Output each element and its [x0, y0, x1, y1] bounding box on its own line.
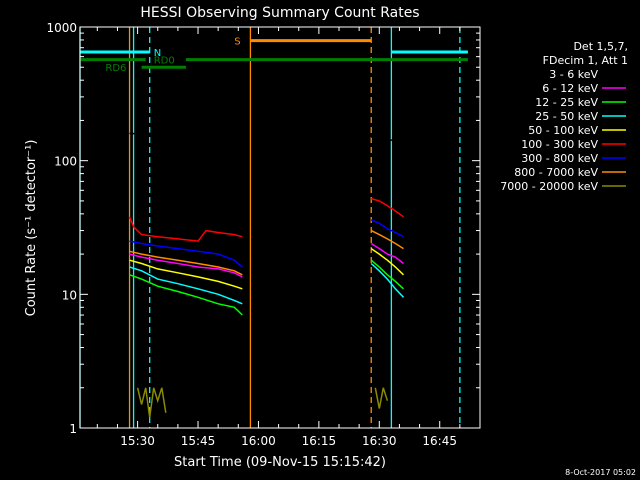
legend-label-3: 25 - 50 keV: [535, 110, 598, 123]
legend-label-2: 12 - 25 keV: [535, 96, 598, 109]
legend-label-6: 300 - 800 keV: [521, 152, 598, 165]
series-line-3-1: [370, 262, 405, 298]
series-line-5-1: [370, 197, 404, 218]
legend-label-5: 100 - 300 keV: [521, 138, 598, 151]
series-line-8-0: [136, 387, 167, 418]
series-line-7-1: [370, 229, 404, 250]
plot-frame: [79, 26, 481, 429]
series-line-1-1: [370, 242, 404, 265]
time-markers: [79, 27, 461, 428]
x-tick-label-5: 16:45: [422, 434, 457, 448]
legend-label-1: 6 - 12 keV: [542, 82, 598, 95]
series-line-8-1: [374, 387, 389, 409]
series-line-5-0: [128, 216, 243, 242]
series-line-0-1: [371, 136, 404, 142]
series-line-6-0: [129, 240, 243, 268]
y-tick-label-0: 1: [69, 422, 77, 436]
legend-header-1: Det 1,5,7,: [573, 40, 628, 53]
x-tick-label-2: 16:00: [241, 434, 276, 448]
x-tick-label-3: 16:15: [302, 434, 337, 448]
y-tick-label-2: 100: [54, 155, 77, 169]
x-tick-label-0: 15:30: [120, 434, 155, 448]
series-line-3-0: [129, 266, 243, 305]
x-tick-label-1: 15:45: [181, 434, 216, 448]
flag-label-n: N: [154, 48, 161, 59]
flag-label-s: S: [234, 37, 240, 48]
y-axis-label: Count Rate (s⁻¹ detector⁻¹): [24, 140, 39, 317]
legend-label-8: 7000 - 20000 keV: [500, 180, 598, 193]
legend-label-7: 800 - 7000 keV: [514, 166, 598, 179]
plot-series: [128, 131, 405, 418]
y-tick-label-1: 10: [62, 288, 77, 302]
series-line-0-0: [129, 131, 243, 135]
legend-header-2: FDecim 1, Att 1: [543, 54, 628, 67]
timestamp: 8-Oct-2017 05:02: [565, 468, 636, 477]
series-line-2-0: [129, 274, 243, 316]
series-line-7-0: [129, 250, 243, 276]
legend-label-4: 50 - 100 keV: [528, 124, 598, 137]
y-tick-label-3: 1000: [46, 21, 77, 35]
x-axis-label: Start Time (09-Nov-15 15:15:42): [174, 455, 386, 470]
chart-title: HESSI Observing Summary Count Rates: [140, 5, 419, 21]
series-line-6-1: [370, 219, 404, 238]
series-line-4-0: [129, 259, 243, 290]
legend-label-0: 3 - 6 keV: [549, 68, 598, 81]
x-tick-label-4: 16:30: [362, 434, 397, 448]
flag-label-rd0: RD0: [154, 56, 175, 67]
series-line-4-1: [370, 247, 405, 276]
series-line-2-1: [370, 259, 405, 290]
plot-axes: 15:30 15:45 16:00 16:15 16:30 16:45 1 10 100 1000: [46, 21, 481, 448]
series-line-1-0: [129, 253, 243, 278]
flag-label-rd6: RD6: [105, 63, 126, 74]
